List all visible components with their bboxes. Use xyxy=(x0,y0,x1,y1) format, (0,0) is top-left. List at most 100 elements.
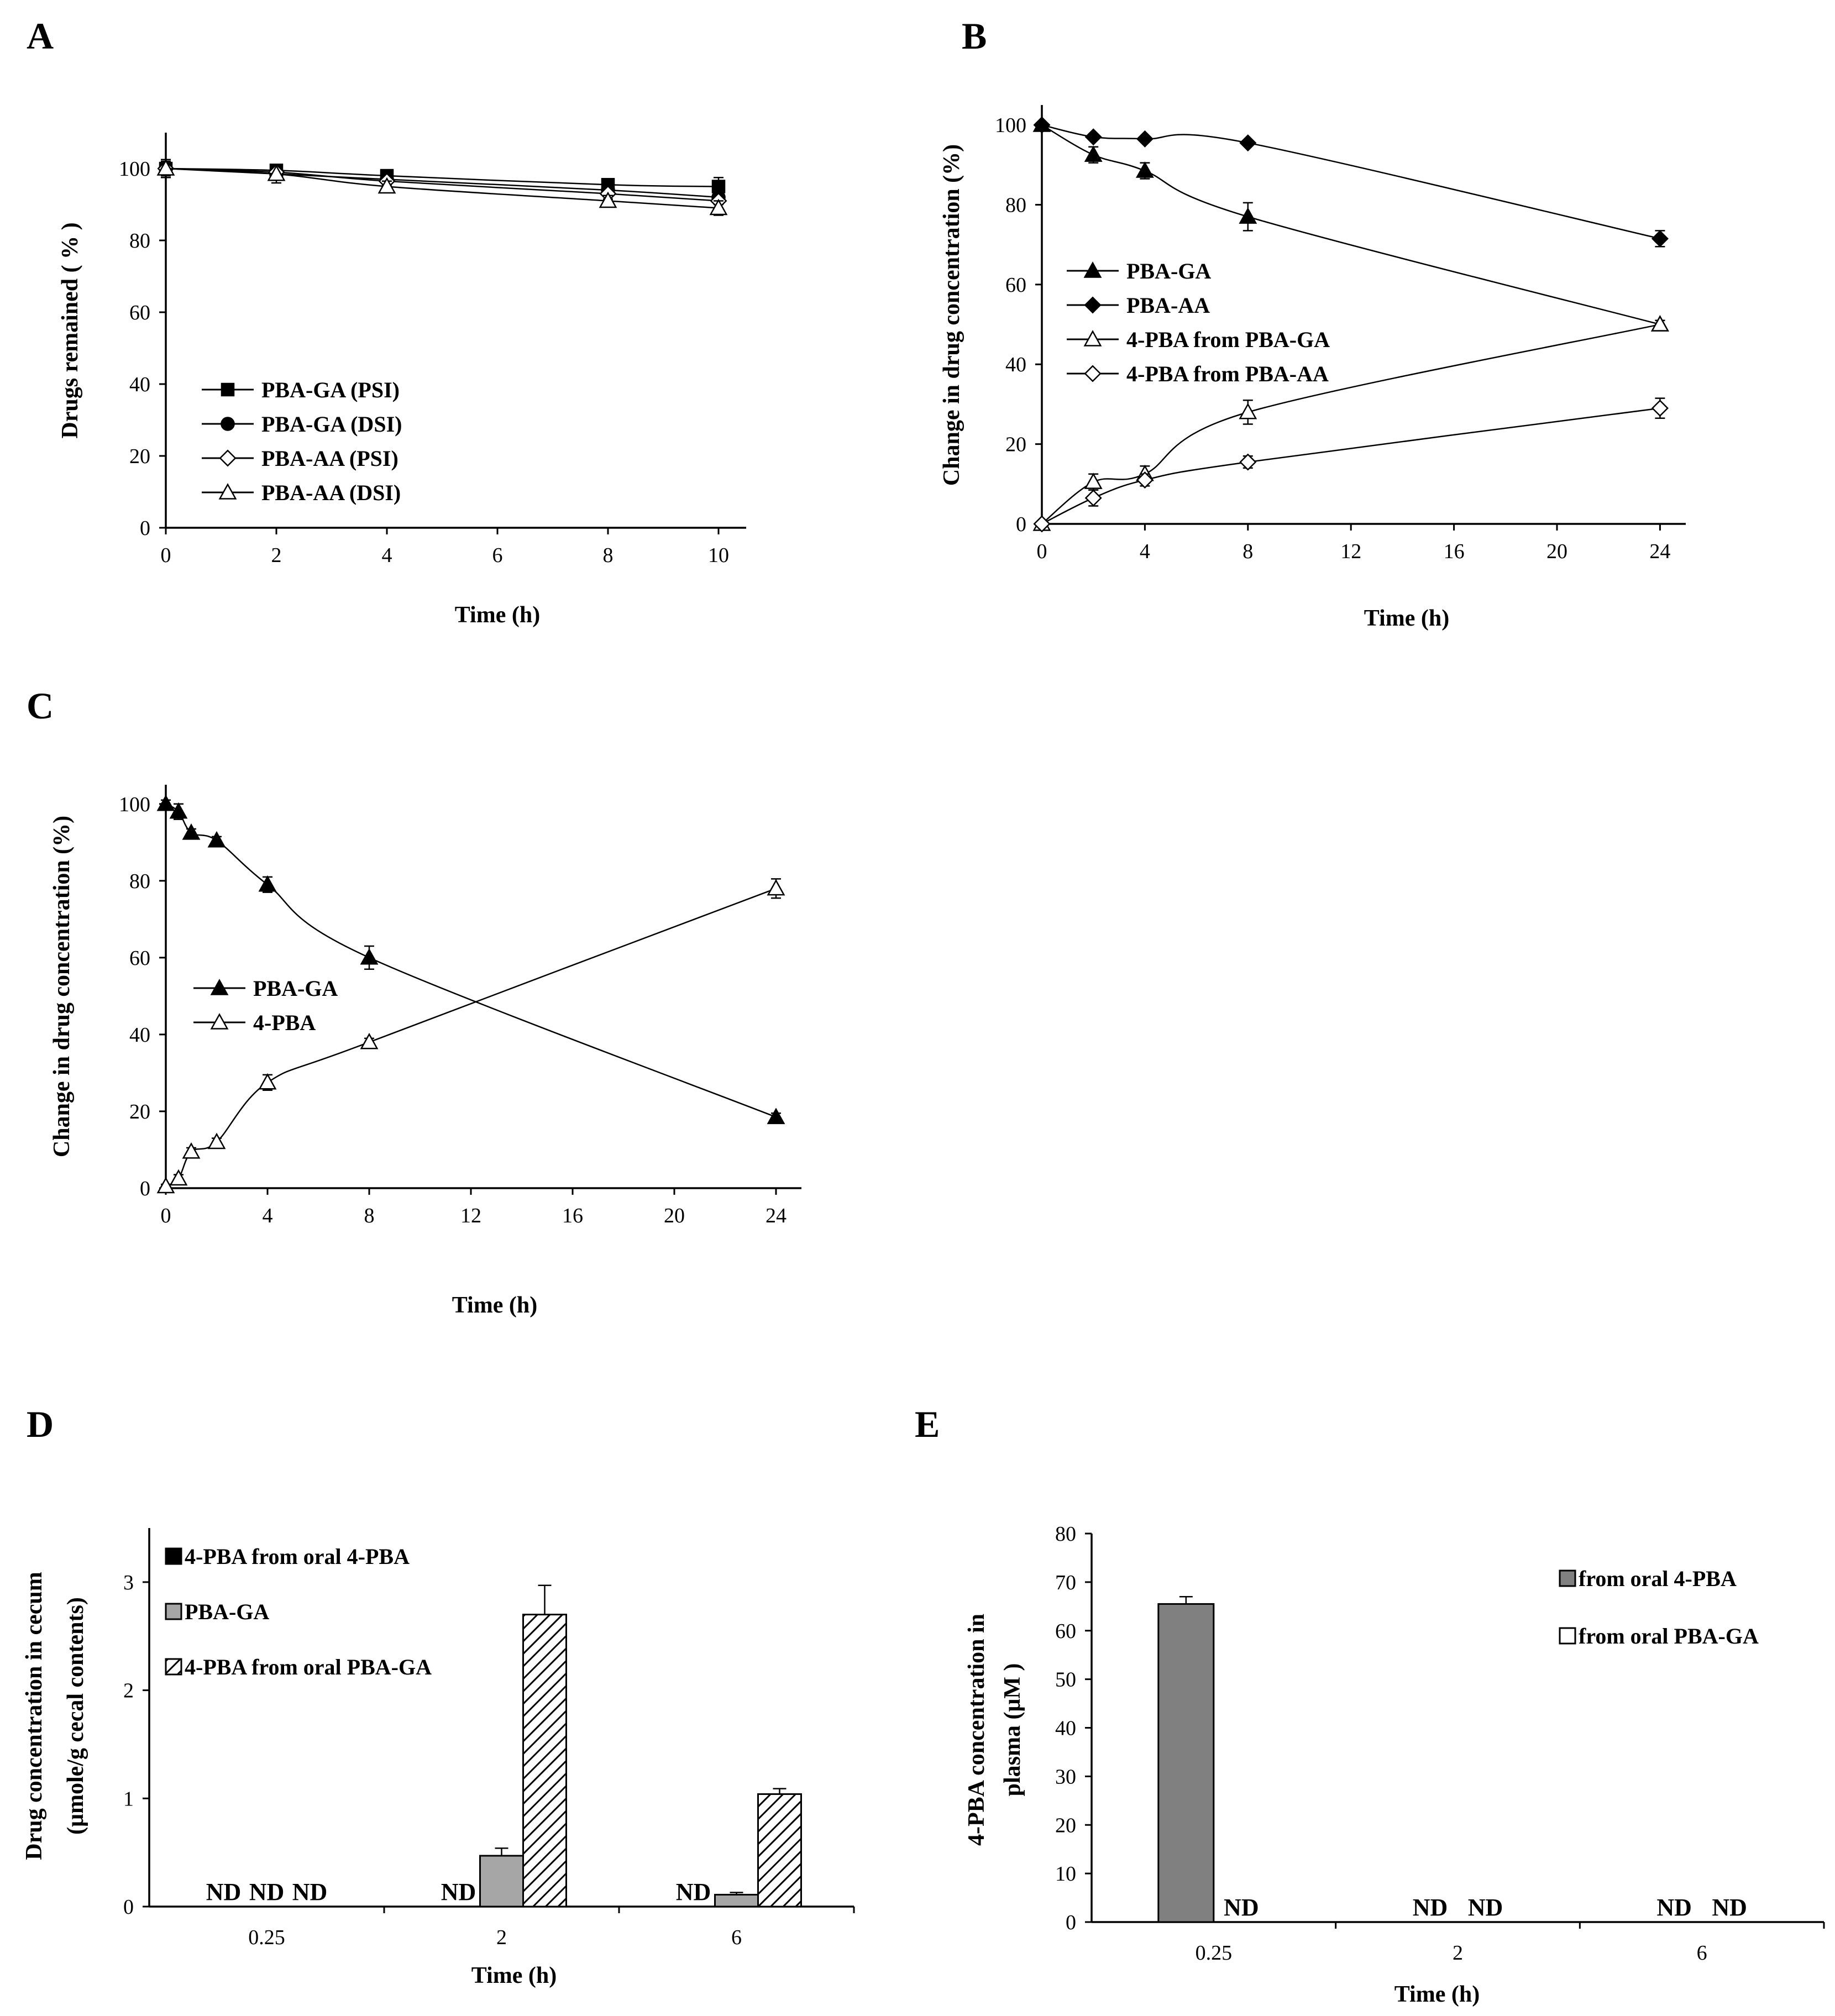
y-tick-label: 40 xyxy=(129,373,150,396)
category-label: 0.25 xyxy=(1196,1941,1233,1965)
data-point xyxy=(1033,116,1051,134)
data-point xyxy=(1650,315,1669,332)
data-point xyxy=(1239,207,1257,224)
bar xyxy=(757,1793,802,1908)
data-point xyxy=(1136,130,1154,148)
legend-marker xyxy=(210,1013,229,1030)
x-tick-label: 2 xyxy=(271,544,282,567)
panel-b-line-chart: B 0 20 40 60 80 100 0 4 8 12 16 20 24 Time (h) Change i… xyxy=(939,15,1686,631)
legend-swatch xyxy=(1559,1627,1576,1645)
data-point xyxy=(767,879,785,896)
data-point xyxy=(169,802,188,819)
data-point xyxy=(267,164,286,181)
nd-label: ND xyxy=(1224,1894,1259,1921)
legend-label: from oral PBA-GA xyxy=(1579,1624,1759,1649)
y-tick-label: 0 xyxy=(1016,513,1026,536)
bar xyxy=(479,1855,524,1908)
y-tick-label: 80 xyxy=(129,870,150,893)
series-2 xyxy=(1032,315,1669,531)
legend-label: PBA-GA (DSI) xyxy=(261,412,402,437)
nd-label: ND xyxy=(1712,1894,1747,1921)
x-tick-label: 0 xyxy=(1037,540,1047,563)
legend-label: PBA-AA (PSI) xyxy=(261,446,399,471)
series-line xyxy=(1041,407,1660,525)
category-label: 0.25 xyxy=(248,1926,285,1949)
legend-marker xyxy=(210,979,229,995)
panel-label: C xyxy=(27,685,54,727)
data-point xyxy=(709,198,728,216)
x-tick-label: 24 xyxy=(766,1204,787,1227)
legend-swatch xyxy=(165,1658,182,1676)
legend-item: from oral 4-PBA xyxy=(1559,1566,1737,1591)
legend-marker xyxy=(221,382,235,397)
legend-item: PBA-GA (PSI) xyxy=(202,377,400,402)
y-axis-title: Change in drug concentration (%) xyxy=(939,144,964,486)
legend-marker xyxy=(1084,296,1102,314)
series-line xyxy=(1041,323,1660,524)
y-tick-label: 30 xyxy=(1055,1765,1076,1788)
legend-item: from oral PBA-GA xyxy=(1559,1624,1759,1649)
panel-c-line-chart: C 0 20 40 60 80 100 0 4 8 12 16 20 24 Time (h) Change i… xyxy=(27,685,801,1318)
x-tick-label: 16 xyxy=(1444,540,1465,563)
y-axis-title-line2: (μmole/g cecal contents) xyxy=(63,1597,88,1835)
legend-marker xyxy=(1084,365,1102,382)
legend-item: 4-PBA from PBA-GA xyxy=(1067,327,1330,352)
legend-swatch xyxy=(165,1547,182,1565)
x-tick-label: 6 xyxy=(492,544,503,567)
legend-label: PBA-GA (PSI) xyxy=(261,377,400,402)
y-tick-label: 0 xyxy=(123,1896,134,1919)
legend-label: PBA-GA xyxy=(185,1599,269,1624)
y-tick-label: 80 xyxy=(1005,193,1026,217)
series-1 xyxy=(1033,116,1669,248)
data-point xyxy=(1651,230,1669,248)
x-axis-title: Time (h) xyxy=(471,1963,557,1988)
legend-marker xyxy=(1083,261,1102,278)
data-point xyxy=(1084,145,1103,162)
y-axis-title: Change in drug concentration (%) xyxy=(49,816,75,1157)
y-axis-title: Drug concentration in cecum xyxy=(22,1572,47,1860)
legend-marker xyxy=(221,417,235,431)
nd-label: ND xyxy=(676,1878,711,1905)
legend-item: PBA-AA (PSI) xyxy=(202,446,399,471)
y-tick-label: 20 xyxy=(129,1100,150,1124)
legend-item: 4-PBA from PBA-AA xyxy=(1067,361,1329,386)
legend-marker xyxy=(218,483,237,500)
data-point xyxy=(1033,515,1051,533)
x-axis-title: Time (h) xyxy=(1364,606,1449,631)
y-tick-label: 50 xyxy=(1055,1668,1076,1692)
y-tick-label: 60 xyxy=(1055,1620,1076,1643)
x-tick-label: 8 xyxy=(364,1204,375,1227)
data-point xyxy=(378,177,396,194)
data-point xyxy=(1084,473,1103,489)
data-point xyxy=(207,1132,226,1149)
legend-label: 4-PBA from PBA-GA xyxy=(1126,327,1330,352)
y-tick-label: 0 xyxy=(140,1177,150,1200)
y-tick-label: 70 xyxy=(1055,1571,1076,1594)
y-tick-label: 10 xyxy=(1055,1862,1076,1886)
y-tick-label: 1 xyxy=(123,1787,134,1810)
panel-label: E xyxy=(915,1403,940,1445)
y-tick-label: 0 xyxy=(140,517,150,540)
x-tick-label: 0 xyxy=(161,544,171,567)
legend-item: 4-PBA xyxy=(193,1010,316,1035)
series-0 xyxy=(156,794,785,1125)
series-3 xyxy=(156,159,728,216)
y-tick-label: 100 xyxy=(995,114,1026,137)
series-2 xyxy=(157,160,727,210)
data-point xyxy=(156,159,175,176)
x-tick-label: 12 xyxy=(460,1204,481,1227)
x-tick-label: 4 xyxy=(1140,540,1150,563)
y-tick-label: 100 xyxy=(119,793,150,816)
y-tick-label: 80 xyxy=(129,229,150,253)
series-3 xyxy=(1033,397,1669,533)
series-line xyxy=(1041,124,1660,240)
y-tick-label: 60 xyxy=(1005,274,1026,297)
nd-label: ND xyxy=(1413,1894,1448,1921)
legend-label: PBA-GA xyxy=(253,976,338,1001)
bar xyxy=(1157,1603,1215,1923)
y-axis-title: 4-PBA concentration in xyxy=(964,1614,989,1846)
x-tick-label: 20 xyxy=(664,1204,685,1227)
x-tick-label: 20 xyxy=(1546,540,1567,563)
